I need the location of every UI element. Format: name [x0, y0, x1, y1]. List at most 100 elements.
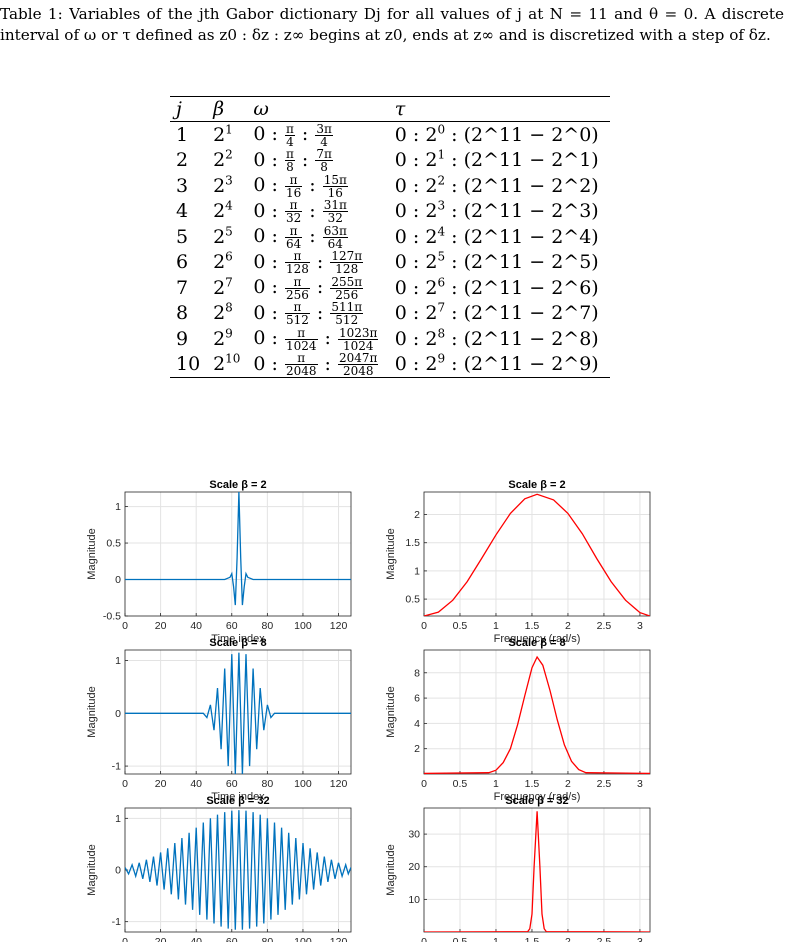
- x-tick-label: 0: [421, 936, 427, 942]
- x-tick-label: 0.5: [453, 620, 468, 632]
- cell-omega: 0 : π 64 : 63π 64: [253, 223, 348, 251]
- x-axis-label: Time index: [211, 791, 265, 803]
- x-tick-label: 2.5: [597, 936, 612, 942]
- header-omega: ω: [247, 96, 389, 122]
- cell-omega: 0 : π 512 : 511π 512: [253, 300, 364, 327]
- x-tick-label: 2.5: [597, 620, 612, 632]
- x-axis-label: Frequency (rad/s): [494, 791, 581, 803]
- x-tick-label: 3: [637, 936, 643, 942]
- cell-tau: 0 : 23 : (2^11 − 2^3): [394, 198, 599, 223]
- y-axis-label: Magnitude: [385, 528, 397, 579]
- cell-tau: 0 : 26 : (2^11 − 2^6): [394, 275, 599, 299]
- y-tick-label: 0: [115, 708, 121, 720]
- y-tick-label: 0: [115, 574, 121, 586]
- table-caption: Table 1: Variables of the jth Gabor dict…: [0, 4, 784, 46]
- cell-beta: 21: [213, 122, 233, 146]
- x-tick-label: 1.5: [525, 936, 540, 942]
- cell-tau: 0 : 25 : (2^11 − 2^5): [394, 249, 599, 274]
- x-axis-label: Time index: [211, 633, 265, 645]
- x-tick-label: 0.5: [453, 778, 468, 790]
- y-tick-label: 0: [115, 865, 121, 877]
- x-tick-label: 2: [565, 620, 571, 632]
- cell-j: 10: [170, 351, 208, 378]
- chart-panel: 0 0.5 1 1.5 2 2.5 3 2 4 6 8 Scale β = 8 Frequency (r…: [385, 637, 651, 803]
- cell-omega: 0 : π 16 : 15π 16: [253, 172, 348, 200]
- y-tick-label: -1: [112, 761, 121, 773]
- x-tick-label: 80: [262, 778, 274, 790]
- axes-box: [423, 649, 651, 775]
- axes-box: [423, 807, 651, 933]
- cell-beta: 29: [213, 326, 233, 350]
- y-axis-label: Magnitude: [86, 528, 98, 579]
- cell-omega: 0 : π 128 : 127π 128: [253, 249, 364, 276]
- chart-title: Scale β = 2: [508, 479, 565, 491]
- cell-tau: 0 : 27 : (2^11 − 2^7): [394, 300, 599, 325]
- cell-beta: 28: [213, 300, 233, 325]
- y-tick-label: 1: [115, 655, 121, 667]
- cell-omega: 0 : π 2048 : 2047π 2048: [247, 351, 389, 378]
- cell-beta: 22: [213, 147, 233, 172]
- y-axis-label: Magnitude: [86, 844, 98, 895]
- x-tick-label: 120: [330, 620, 348, 632]
- x-tick-label: 80: [262, 620, 274, 632]
- y-tick-label: 20: [408, 861, 420, 873]
- cell-j: 6: [176, 251, 189, 274]
- y-tick-label: 8: [414, 667, 420, 679]
- header-beta: β: [207, 96, 248, 122]
- y-tick-label: 0.5: [405, 594, 420, 606]
- table-row: 6 26 0 : π 128 : 127π 128 0 : 25 : (2^11 − 2^…: [170, 249, 610, 276]
- caption-label: Table 1:: [0, 5, 63, 23]
- cell-tau: 0 : 20 : (2^11 − 2^0): [394, 122, 599, 146]
- x-tick-label: 0.5: [453, 936, 468, 942]
- cell-beta: 23: [213, 173, 233, 197]
- cell-j: 5: [176, 225, 189, 248]
- chart-title: Scale β = 32: [206, 795, 269, 807]
- cell-j: 2: [176, 149, 189, 172]
- x-tick-label: 100: [294, 620, 312, 632]
- chart-panel: 0 0.5 1 1.5 2 2.5 3 0.5 1 1.5 2 Scale β = 2 Frequenc…: [385, 479, 651, 645]
- x-tick-label: 1: [493, 936, 499, 942]
- chart-title: Scale β = 32: [505, 795, 568, 807]
- series-line: [125, 492, 351, 606]
- y-tick-label: 1: [115, 813, 121, 825]
- x-tick-label: 120: [330, 936, 348, 942]
- x-tick-label: 0: [421, 778, 427, 790]
- x-tick-label: 3: [637, 778, 643, 790]
- header-j: j: [170, 96, 208, 122]
- x-tick-label: 40: [190, 936, 202, 942]
- y-tick-label: 4: [414, 718, 420, 730]
- cell-j: 8: [176, 302, 189, 325]
- y-tick-label: 30: [408, 829, 420, 841]
- cell-j: 7: [176, 276, 189, 299]
- series-line: [424, 811, 650, 932]
- axes-box: [124, 491, 352, 617]
- y-tick-label: 1: [115, 501, 121, 513]
- x-tick-label: 100: [294, 778, 312, 790]
- x-tick-label: 60: [226, 936, 238, 942]
- chart-title: Scale β = 8: [209, 637, 266, 649]
- x-tick-label: 40: [190, 778, 202, 790]
- cell-j: 9: [176, 327, 189, 350]
- table-row: 5 25 0 : π 64 : 63π 64 0 : 24 : (2^11 − 2^4): [170, 224, 610, 250]
- x-tick-label: 0: [122, 936, 128, 942]
- x-tick-label: 1.5: [525, 778, 540, 790]
- y-tick-label: 10: [408, 894, 420, 906]
- cell-omega: 0 : π 32 : 31π 32: [253, 198, 348, 225]
- cell-beta: 210: [207, 351, 248, 378]
- chart-title: Scale β = 8: [508, 637, 565, 649]
- x-axis-label: Frequency (rad/s): [494, 633, 581, 645]
- x-tick-label: 2: [565, 778, 571, 790]
- x-tick-label: 0: [122, 620, 128, 632]
- x-tick-label: 40: [190, 620, 202, 632]
- x-tick-label: 1: [493, 620, 499, 632]
- cell-tau: 0 : 24 : (2^11 − 2^4): [394, 224, 599, 248]
